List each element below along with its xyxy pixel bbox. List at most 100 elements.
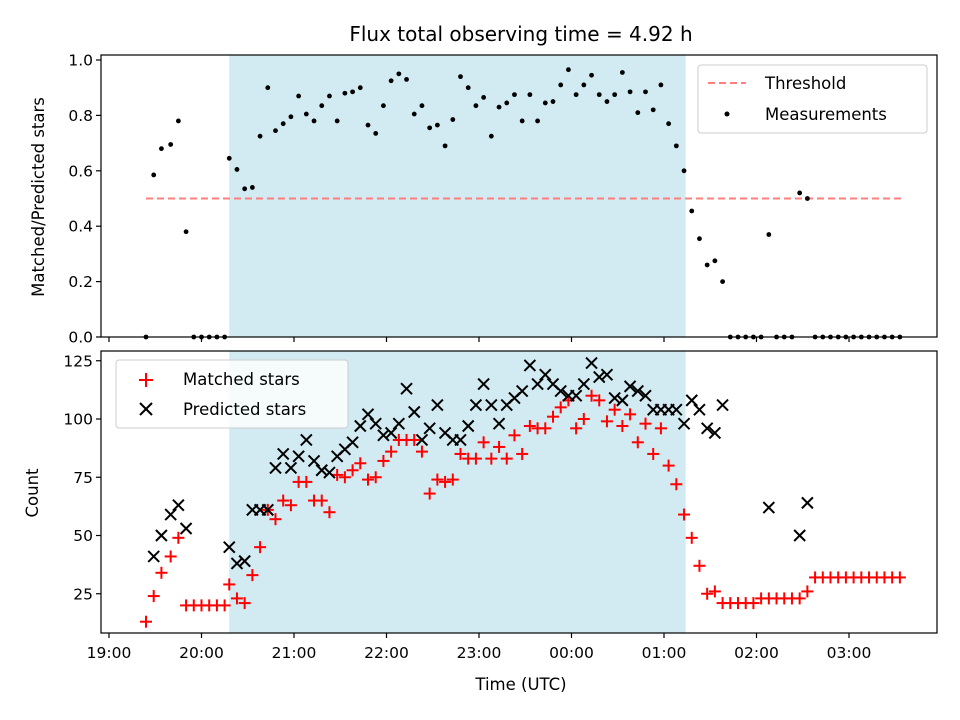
matched-star-point	[801, 585, 814, 598]
measurement-point	[404, 76, 409, 82]
measurement-point	[288, 114, 294, 120]
measurement-point	[183, 229, 189, 235]
measurement-point	[419, 103, 425, 109]
matched-star-point	[493, 440, 506, 453]
predicted-star-point	[569, 389, 583, 402]
matched-star-point	[570, 422, 583, 435]
count-legend: Matched stars Predicted stars	[115, 359, 349, 429]
legend-measurements-label: Measurements	[765, 105, 887, 124]
measurement-point	[766, 232, 772, 237]
x-tick-label: 23:00	[457, 644, 502, 662]
y-tick-label: 1.0	[68, 52, 93, 70]
predicted-star-point	[593, 370, 606, 384]
predicted-star-point	[238, 554, 251, 568]
matched-star-point	[701, 587, 714, 600]
matched-star-point	[477, 436, 490, 449]
matched-star-point	[508, 429, 521, 442]
matched-star-point	[678, 508, 691, 521]
measurement-point	[658, 82, 664, 88]
predicted-star-point	[515, 384, 529, 398]
matched-star-point	[254, 541, 267, 554]
measurement-point	[388, 78, 394, 84]
measurement-point	[612, 92, 618, 98]
predicted-star-point	[408, 405, 421, 419]
ratio-shaded-interval	[229, 55, 686, 337]
matched-star-point	[639, 417, 652, 430]
predicted-star-point	[454, 433, 467, 447]
predicted-star-point	[631, 384, 644, 398]
measurement-point	[619, 70, 625, 75]
matched-star-point	[172, 531, 185, 544]
predicted-star-point	[147, 550, 160, 563]
matched-star-point	[516, 447, 529, 460]
y-tick-label: 50	[73, 527, 93, 545]
matched-star-point	[554, 401, 567, 414]
matched-star-point	[346, 464, 359, 477]
predicted-star-point	[639, 389, 652, 402]
measurement-point	[234, 167, 240, 172]
predicted-star-point	[346, 436, 359, 449]
y-tick-label: 0.6	[68, 162, 93, 180]
measurement-point	[381, 103, 386, 109]
y-tick-label: 25	[73, 585, 93, 603]
measurement-point	[342, 90, 348, 96]
measurement-point	[481, 94, 487, 100]
measurement-point	[527, 92, 533, 98]
predicted-stars-series	[147, 356, 814, 570]
matched-star-point	[485, 452, 498, 465]
measurement-point	[396, 71, 402, 77]
predicted-star-point	[292, 450, 305, 463]
matched-star-point	[238, 597, 251, 610]
matched-star-point	[369, 471, 382, 484]
y-tick-label: 75	[73, 469, 93, 487]
measurement-point	[550, 99, 556, 104]
matched-star-point	[708, 585, 721, 598]
matched-star-point	[246, 569, 259, 582]
matched-star-point	[793, 592, 806, 605]
matched-star-point	[624, 408, 637, 421]
count-panel: 19:00 20:00 21:00 22:00 23:00 00:00 01:00 02:00…	[23, 350, 938, 694]
matched-star-point	[315, 494, 328, 507]
measurement-point	[804, 196, 810, 201]
matched-star-point	[893, 571, 906, 584]
predicted-star-point	[716, 398, 729, 412]
matched-star-point	[670, 478, 683, 491]
matched-star-point	[354, 457, 367, 470]
count-y-axis-label: Count	[23, 468, 42, 518]
predicted-star-point	[693, 403, 706, 416]
measurement-point	[504, 100, 510, 106]
measurement-point	[303, 111, 309, 117]
y-tick-label: 0.8	[68, 107, 93, 125]
matched-star-point	[362, 473, 374, 486]
measurement-point	[643, 89, 648, 95]
predicted-star-point	[323, 466, 336, 479]
measurement-point	[442, 143, 448, 149]
x-tick-label: 01:00	[642, 644, 687, 662]
measurement-point	[566, 67, 571, 73]
predicted-star-point	[300, 433, 313, 447]
predicted-star-point	[369, 417, 382, 430]
measurement-point	[581, 82, 587, 88]
measurement-point	[411, 111, 417, 117]
predicted-star-point	[801, 496, 814, 510]
matched-star-point	[654, 422, 667, 435]
measurement-point	[334, 118, 340, 124]
matched-star-point	[218, 599, 231, 612]
matched-star-point	[385, 445, 398, 458]
measurement-point	[635, 110, 641, 116]
measurement-point	[797, 190, 803, 196]
matched-star-point	[600, 415, 613, 428]
predicted-star-point	[585, 356, 598, 370]
x-tick-label: 22:00	[364, 644, 409, 662]
predicted-star-point	[531, 377, 544, 391]
ratio-panel: 0.0 0.2 0.4 0.6 0.8 1.0 Matched/Predicted sta…	[29, 52, 938, 347]
predicted-star-point	[677, 417, 691, 430]
x-tick-label: 19:00	[87, 644, 132, 662]
measurement-point	[280, 121, 286, 127]
predicted-star-point	[492, 417, 506, 430]
measurement-point	[704, 262, 710, 268]
measurement-point	[627, 89, 633, 95]
legend-matched-swatch	[139, 373, 153, 387]
measurement-point	[373, 131, 379, 136]
matched-star-point	[608, 403, 621, 416]
